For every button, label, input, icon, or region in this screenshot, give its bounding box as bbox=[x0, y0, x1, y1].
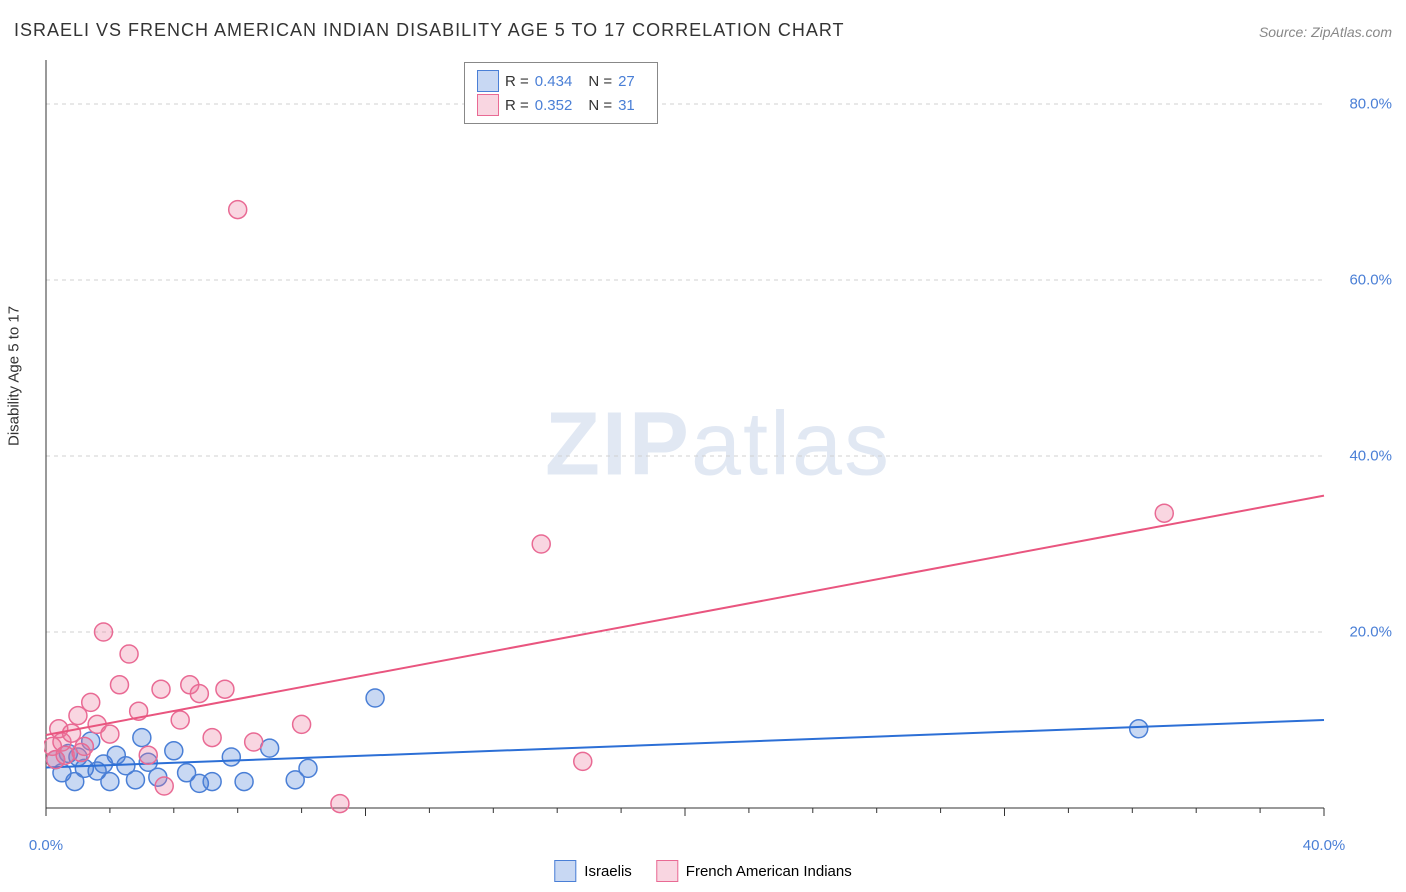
y-axis-label: Disability Age 5 to 17 bbox=[6, 306, 23, 446]
legend-row: R = 0.352 N = 31 bbox=[477, 93, 645, 117]
legend-r-label: R = bbox=[505, 73, 529, 90]
plot-area: ZIPatlas R = 0.434 N = 27 R = 0.352 N = … bbox=[44, 58, 1392, 832]
legend-swatch bbox=[554, 860, 576, 882]
correlation-legend: R = 0.434 N = 27 R = 0.352 N = 31 bbox=[464, 62, 658, 124]
legend-n-label: N = bbox=[588, 73, 612, 90]
legend-swatch bbox=[477, 70, 499, 92]
legend-n-value: 31 bbox=[618, 97, 635, 114]
chart-title: ISRAELI VS FRENCH AMERICAN INDIAN DISABI… bbox=[14, 20, 845, 41]
series-legend-label: Israelis bbox=[584, 863, 632, 880]
legend-r-value: 0.434 bbox=[535, 73, 573, 90]
series-legend-item: Israelis bbox=[554, 860, 632, 882]
legend-n-label: N = bbox=[588, 97, 612, 114]
y-tick-label: 60.0% bbox=[1349, 272, 1392, 289]
series-legend: Israelis French American Indians bbox=[554, 860, 851, 882]
series-legend-label: French American Indians bbox=[686, 863, 852, 880]
source-attribution: Source: ZipAtlas.com bbox=[1259, 24, 1392, 40]
y-tick-label: 40.0% bbox=[1349, 448, 1392, 465]
legend-swatch bbox=[656, 860, 678, 882]
y-tick-label: 80.0% bbox=[1349, 96, 1392, 113]
x-tick-label: 0.0% bbox=[29, 837, 63, 854]
y-tick-label: 20.0% bbox=[1349, 624, 1392, 641]
chart-svg bbox=[44, 58, 1392, 832]
series-legend-item: French American Indians bbox=[656, 860, 852, 882]
legend-r-value: 0.352 bbox=[535, 97, 573, 114]
x-tick-label: 40.0% bbox=[1303, 837, 1346, 854]
legend-n-value: 27 bbox=[618, 73, 635, 90]
legend-row: R = 0.434 N = 27 bbox=[477, 69, 645, 93]
legend-r-label: R = bbox=[505, 97, 529, 114]
legend-swatch bbox=[477, 94, 499, 116]
